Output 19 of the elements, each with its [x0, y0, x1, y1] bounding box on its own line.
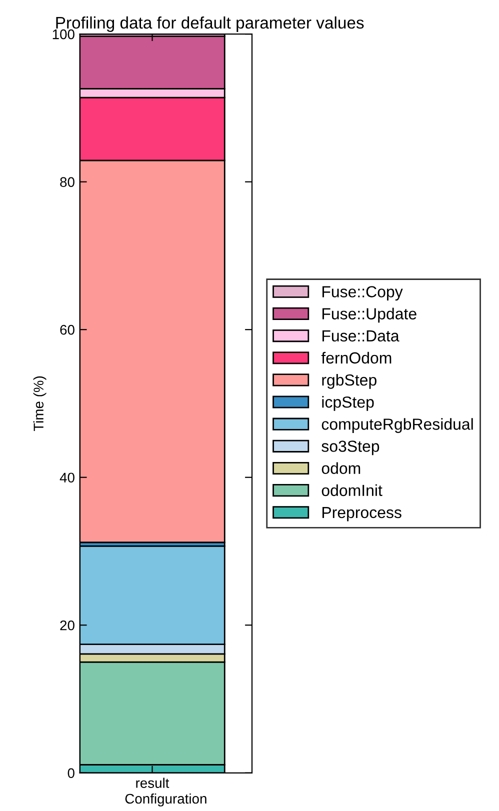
y-tick-label: 0: [68, 768, 74, 778]
legend-label: Fuse::Data: [322, 330, 400, 342]
y-tick-label: 80: [60, 177, 74, 187]
legend-label: so3Step: [322, 440, 380, 456]
legend-label: Fuse::Update: [322, 308, 416, 323]
y-axis-title: Time (%): [33, 376, 46, 432]
y-tick-label: 40: [60, 472, 74, 483]
legend-label: icpStep: [322, 396, 374, 411]
legend-label: rgbStep: [322, 374, 376, 389]
legend-label: fernOdom: [321, 352, 392, 364]
x-axis-title: Configuration: [125, 793, 206, 806]
legend-label: Preprocess: [322, 506, 402, 522]
legend-label: computeRgbResidual: [322, 418, 473, 433]
legend-label: Fuse::Copy: [322, 286, 403, 301]
legend-label: odomInit: [322, 484, 382, 496]
y-tick-label: 60: [60, 324, 74, 335]
y-tick-label: 20: [60, 620, 74, 630]
legend-label: odom: [322, 462, 360, 474]
x-tick-label: result: [136, 778, 170, 788]
